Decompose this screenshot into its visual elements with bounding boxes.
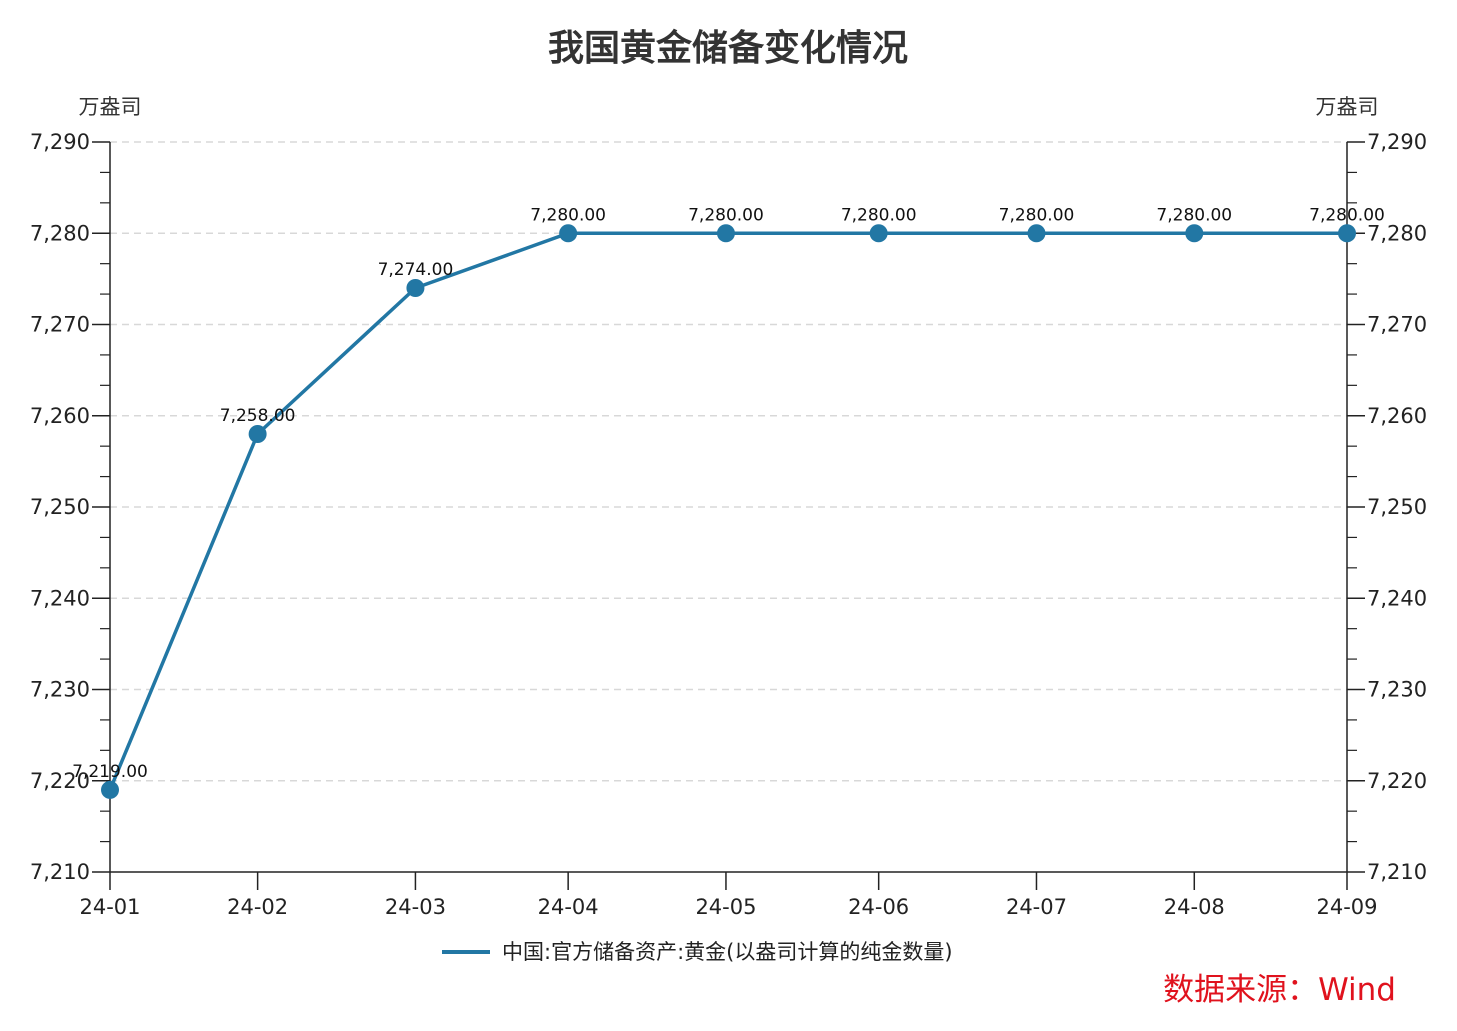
data-label: 7,280.00 xyxy=(841,205,917,225)
legend[interactable]: 中国:官方储备资产:黄金(以盎司计算的纯金数量) xyxy=(442,940,953,964)
x-tick-label: 24-01 xyxy=(79,895,140,919)
y-tick-label-left: 7,260 xyxy=(30,404,90,428)
data-point xyxy=(1185,224,1204,243)
left-axis-unit: 万盎司 xyxy=(79,95,142,119)
x-tick-label: 24-07 xyxy=(1006,895,1067,919)
y-tick-label-left: 7,230 xyxy=(30,678,90,702)
series-line xyxy=(108,231,1347,791)
x-tick-label: 24-05 xyxy=(695,895,756,919)
data-label: 7,258.00 xyxy=(220,406,296,426)
right-axis-unit: 万盎司 xyxy=(1316,95,1379,119)
data-point xyxy=(248,425,267,443)
data-point xyxy=(406,279,425,297)
y-tick-label-right: 7,280 xyxy=(1367,221,1427,245)
y-tick-label-left: 7,290 xyxy=(30,130,90,154)
y-tick-label-left: 7,270 xyxy=(30,313,90,337)
series: 7,219.00 7,258.00 7,274.00 7,280.00 7,280.00… xyxy=(72,205,1385,799)
y-tick-label-right: 7,220 xyxy=(1367,769,1427,793)
y-tick-label-left: 7,240 xyxy=(30,586,90,610)
y-tick-label-left: 7,280 xyxy=(30,221,90,245)
data-point xyxy=(1338,224,1356,243)
data-label: 7,280.00 xyxy=(1309,205,1385,225)
x-tick-label: 24-06 xyxy=(848,895,909,919)
x-tick-label: 24-02 xyxy=(227,895,288,919)
data-label: 7,280.00 xyxy=(1156,205,1232,225)
y-tick-label-left: 7,250 xyxy=(30,495,90,519)
data-label: 7,280.00 xyxy=(530,205,606,225)
y-tick-label-right: 7,230 xyxy=(1367,678,1427,702)
data-point xyxy=(559,224,578,243)
axes: 7,210 7,210 7,220 7,220 7,230 7,230 7,240 7,240… xyxy=(30,130,1427,919)
data-label: 7,219.00 xyxy=(72,762,148,782)
chart-title: 我国黄金储备变化情况 xyxy=(548,27,908,69)
y-tick-label-left: 7,210 xyxy=(30,860,90,884)
x-tick-label: 24-08 xyxy=(1164,895,1225,919)
data-label: 7,274.00 xyxy=(378,260,454,280)
x-tick-label: 24-04 xyxy=(538,895,599,919)
y-tick-label-right: 7,290 xyxy=(1367,130,1427,154)
y-tick-label-right: 7,240 xyxy=(1367,586,1427,610)
y-tick-label-right: 7,210 xyxy=(1367,860,1427,884)
x-tick-label: 24-03 xyxy=(385,895,446,919)
data-point xyxy=(1027,224,1046,243)
data-point xyxy=(101,780,119,799)
data-source: 数据来源：Wind xyxy=(1163,972,1396,1008)
y-tick-label-right: 7,260 xyxy=(1367,404,1427,428)
data-label: 7,280.00 xyxy=(688,205,764,225)
y-tick-label-right: 7,250 xyxy=(1367,495,1427,519)
legend-label: 中国:官方储备资产:黄金(以盎司计算的纯金数量) xyxy=(502,940,953,964)
data-point xyxy=(716,224,735,243)
y-tick-label-left: 7,220 xyxy=(30,769,90,793)
x-tick-label: 24-09 xyxy=(1316,895,1377,919)
data-point xyxy=(869,224,888,243)
data-label: 7,280.00 xyxy=(999,205,1075,225)
y-tick-label-right: 7,270 xyxy=(1367,313,1427,337)
